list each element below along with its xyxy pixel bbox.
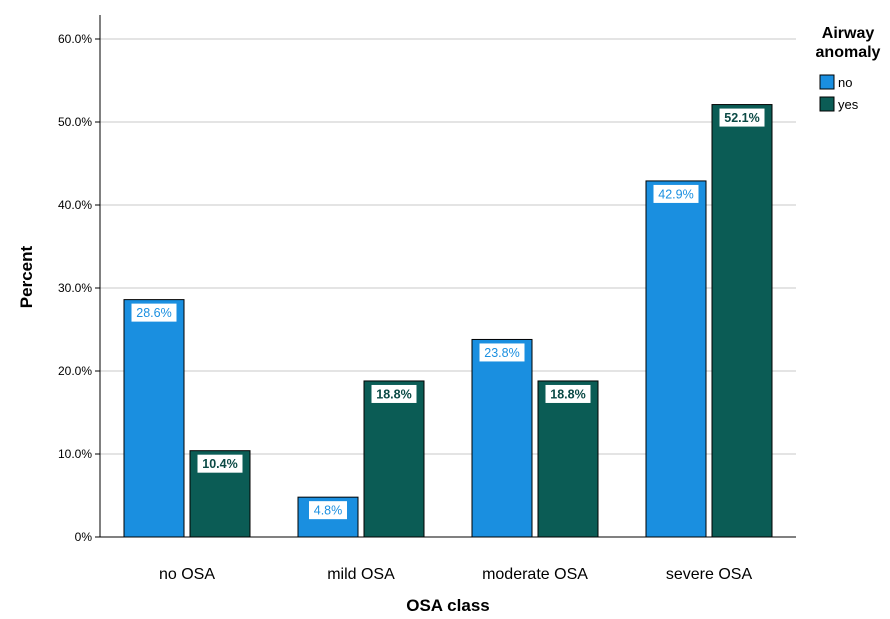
legend-swatch-yes [819,96,835,112]
data-label-box [197,454,243,473]
bar-no [123,299,185,538]
bar-no [645,180,707,538]
data-label-box [309,501,347,520]
data-label: 18.8% [550,387,585,401]
data-label: 42.9% [658,187,693,201]
x-axis-title: OSA class [406,596,489,615]
y-tick-label: 20.0% [58,364,92,378]
data-label: 52.1% [724,111,759,125]
y-tick-label: 0% [75,530,93,544]
data-label: 18.8% [376,387,411,401]
y-tick-label: 30.0% [58,281,92,295]
legend: Airway anomaly no yes [816,25,881,112]
data-label: 10.4% [202,457,237,471]
data-label-box [653,184,699,203]
data-label-box [719,108,765,127]
y-tick-label: 10.0% [58,447,92,461]
legend-title-line1: Airway [822,25,875,42]
data-label: 28.6% [136,306,171,320]
y-axis-ticks: 0% 10.0% 20.0% 30.0% 40.0% 50.0% 60.0% [58,32,100,544]
data-label: 23.8% [484,346,519,360]
data-label-box [371,384,417,403]
bar-yes [711,104,773,538]
legend-label-yes: yes [838,97,859,112]
legend-swatch-no [819,74,835,90]
bar-no [471,338,533,538]
data-label: 4.8% [314,504,343,518]
legend-label-no: no [838,75,852,90]
y-tick-label: 60.0% [58,32,92,46]
x-tick-label: mild OSA [327,566,395,583]
bar-yes [537,380,599,538]
y-axis-title: Percent [17,245,36,308]
x-tick-label: no OSA [159,566,215,583]
y-tick-label: 50.0% [58,115,92,129]
data-label-box [545,384,591,403]
x-tick-label: moderate OSA [482,566,588,583]
y-tick-label: 40.0% [58,198,92,212]
legend-title-line2: anomaly [816,44,881,61]
x-tick-label: severe OSA [666,566,753,583]
x-axis-ticks: no OSA mild OSA moderate OSA severe OSA [159,566,752,583]
bar-yes [363,380,425,538]
data-labels: 28.6% 10.4% 4.8% 18.8% 23.8% 18.8% 42.9% 52.1% [131,108,765,520]
data-label-box [479,343,525,362]
data-label-box [131,303,177,322]
